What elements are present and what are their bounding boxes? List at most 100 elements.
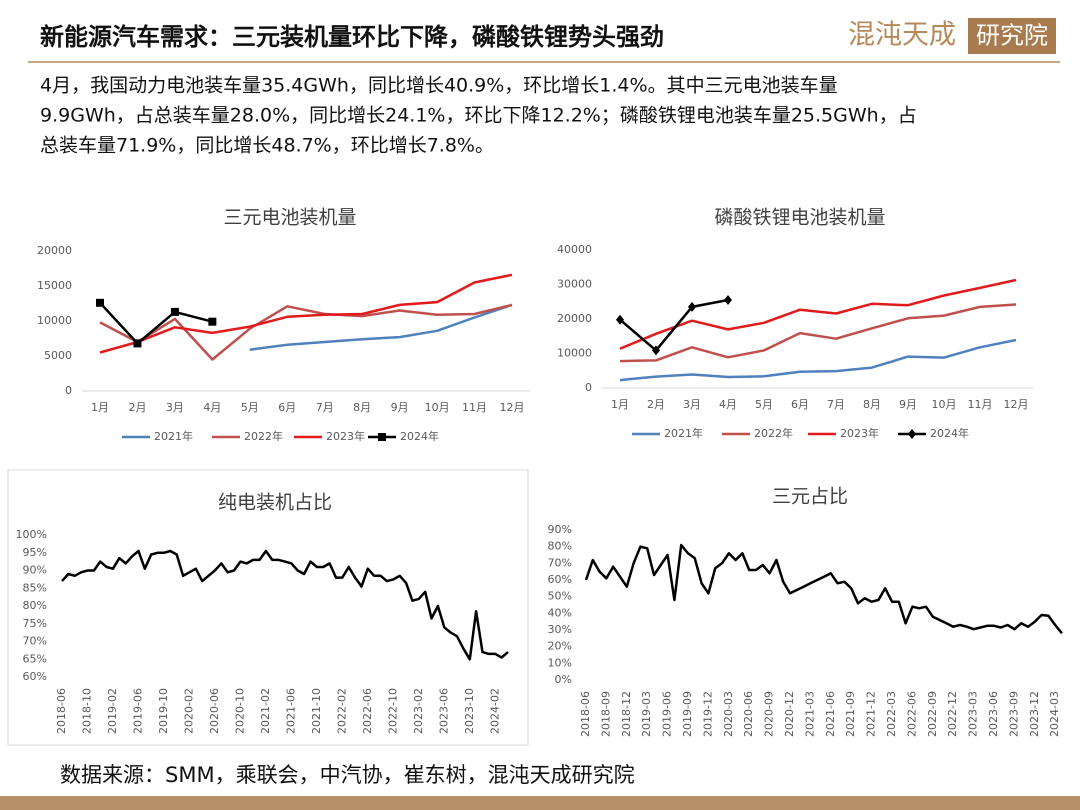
y-tick-label: 100%	[16, 528, 47, 541]
x-tick-label: 2023-06	[437, 688, 450, 734]
x-tick-label: 2020-02	[182, 688, 195, 734]
chart-title: 三元占比	[772, 486, 848, 508]
legend-label: 2022年	[244, 429, 283, 443]
x-tick-label: 6月	[791, 398, 809, 411]
x-tick-label: 2018-12	[620, 691, 633, 737]
x-tick-label: 2018-06	[579, 691, 592, 737]
chart-title: 纯电装机占比	[218, 492, 332, 514]
x-tick-label: 2021-06	[824, 691, 837, 737]
chart-title: 磷酸铁锂电池装机量	[714, 207, 885, 229]
y-tick-label: 20000	[557, 312, 592, 325]
x-tick-label: 2020-06	[742, 691, 755, 737]
y-tick-label: 80%	[23, 599, 47, 612]
x-tick-label: 2020-06	[208, 688, 221, 734]
x-tick-label: 2021-06	[284, 688, 297, 734]
marker	[170, 307, 179, 316]
y-tick-label: 80%	[548, 540, 572, 553]
marker	[133, 339, 142, 348]
x-tick-label: 2019-02	[106, 688, 119, 734]
x-tick-label: 2018-06	[55, 688, 68, 734]
logo-sub: 研究院	[976, 22, 1048, 50]
x-tick-label: 2022-09	[926, 691, 939, 737]
x-tick-label: 3月	[166, 401, 184, 414]
y-tick-label: 70%	[548, 556, 572, 569]
x-tick-label: 2020-10	[233, 688, 246, 734]
logo-name: 混沌天成	[848, 20, 956, 51]
y-tick-label: 5000	[44, 349, 72, 362]
chart-frame	[7, 469, 529, 746]
y-tick-label: 90%	[23, 564, 47, 577]
x-tick-label: 2024-03	[1048, 691, 1061, 737]
chart-title: 三元电池装机量	[223, 207, 356, 229]
x-tick-label: 12月	[1004, 398, 1029, 411]
y-tick-label: 20%	[548, 640, 572, 653]
y-tick-label: 60%	[23, 670, 47, 683]
x-tick-label: 3月	[683, 398, 701, 411]
data-line	[619, 338, 1017, 382]
y-tick-label: 95%	[23, 546, 47, 559]
legend-label: 2021年	[154, 429, 193, 443]
x-tick-label: 2023-09	[1007, 691, 1020, 737]
y-tick-label: 30%	[548, 623, 572, 636]
y-tick-label: 15000	[37, 279, 72, 292]
marker	[208, 317, 217, 326]
x-tick-label: 2月	[128, 401, 146, 414]
x-tick-label: 1月	[91, 401, 109, 414]
data-line	[249, 303, 513, 351]
legend-marker	[908, 429, 916, 439]
x-tick-label: 2022-03	[885, 691, 898, 737]
x-tick-label: 5月	[241, 401, 259, 414]
x-tick-label: 2022-06	[905, 691, 918, 737]
x-tick-label: 2020-12	[783, 691, 796, 737]
x-tick-label: 9月	[899, 398, 917, 411]
y-tick-label: 70%	[23, 635, 47, 648]
logo-box	[968, 18, 1056, 54]
data-line	[584, 543, 1063, 635]
legend-marker	[378, 433, 386, 441]
legend-label: 2023年	[326, 429, 365, 443]
data-line	[619, 278, 1017, 350]
x-tick-label: 2022-06	[361, 688, 374, 734]
x-tick-label: 4月	[203, 401, 221, 414]
x-tick-label: 2024-02	[488, 688, 501, 734]
x-tick-label: 2019-10	[157, 688, 170, 734]
x-tick-label: 7月	[827, 398, 845, 411]
x-tick-label: 11月	[462, 401, 487, 414]
body-line: 4月，我国动力电池装车量35.4GWh，同比增长40.9%，环比增长1.4%。其…	[40, 75, 838, 97]
x-tick-label: 11月	[968, 398, 993, 411]
x-tick-label: 4月	[719, 398, 737, 411]
legend-label: 2024年	[400, 429, 439, 443]
legend-label: 2024年	[930, 426, 969, 440]
y-tick-label: 30000	[557, 278, 592, 291]
x-tick-label: 12月	[500, 401, 525, 414]
x-tick-label: 2021-10	[310, 688, 323, 734]
x-tick-label: 8月	[353, 401, 371, 414]
x-tick-label: 2021-09	[844, 691, 857, 737]
y-tick-label: 75%	[23, 617, 47, 630]
marker	[688, 301, 696, 312]
y-tick-label: 60%	[548, 573, 572, 586]
data-line	[99, 301, 213, 345]
y-tick-label: 40000	[557, 243, 592, 256]
x-tick-label: 10月	[425, 401, 450, 414]
legend-label: 2021年	[664, 426, 703, 440]
x-tick-label: 10月	[932, 398, 957, 411]
x-tick-label: 2021-02	[259, 688, 272, 734]
x-tick-label: 2022-02	[335, 688, 348, 734]
x-tick-label: 2019-09	[681, 691, 694, 737]
x-tick-label: 2022-10	[386, 688, 399, 734]
marker	[96, 298, 104, 307]
body-line: 9.9GWh，占总装车量28.0%，同比增长24.1%，环比下降12.2%；磷酸…	[40, 105, 917, 127]
y-tick-label: 10000	[557, 347, 592, 360]
y-tick-label: 85%	[23, 581, 47, 594]
y-tick-label: 40%	[548, 606, 572, 619]
data-line	[619, 298, 729, 352]
marker	[652, 345, 660, 356]
x-tick-label: 2023-10	[463, 688, 476, 734]
x-tick-label: 2023-06	[987, 691, 1000, 737]
legend-label: 2022年	[754, 426, 793, 440]
x-tick-label: 9月	[391, 401, 409, 414]
source: 数据来源：SMM，乘联会，中汽协，崔东树，混沌天成研究院	[60, 763, 635, 787]
legend-label: 2023年	[840, 426, 879, 440]
